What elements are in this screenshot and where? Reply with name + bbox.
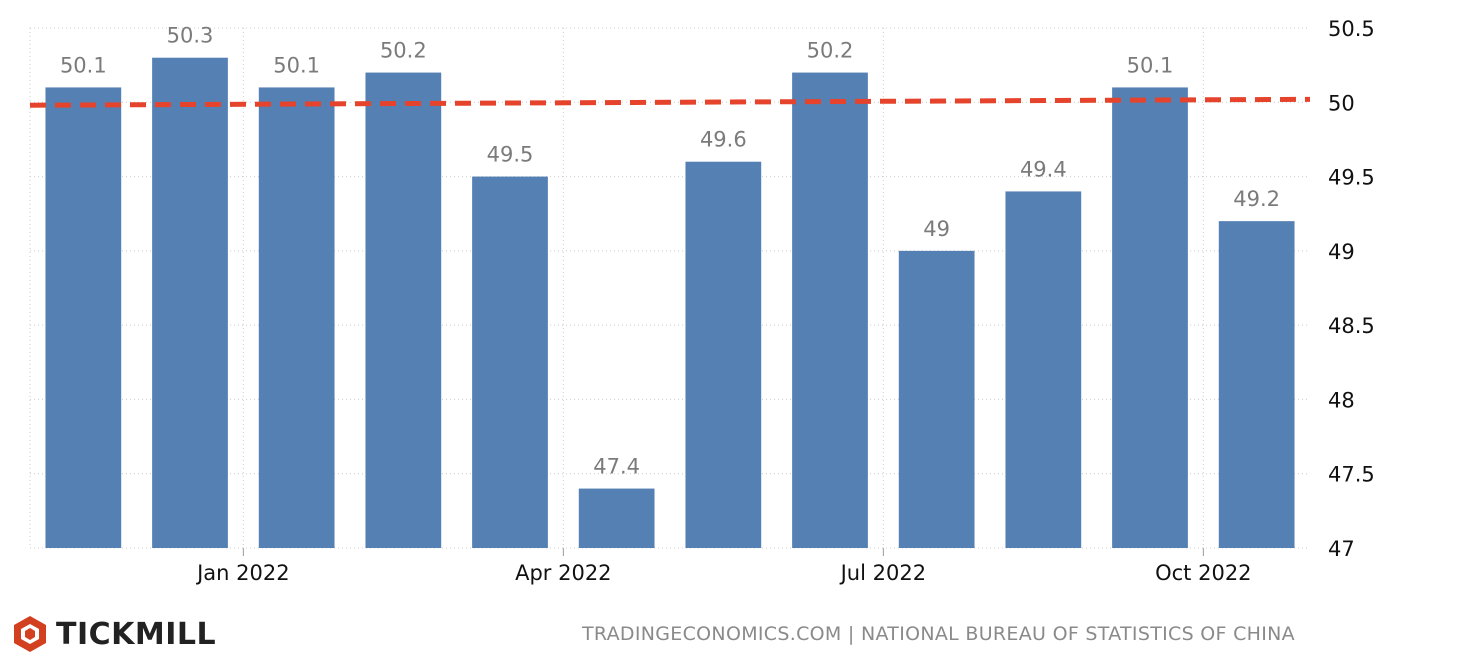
bar bbox=[45, 87, 122, 548]
tickmill-logo-icon bbox=[14, 616, 46, 652]
x-tick-label: Jul 2022 bbox=[839, 561, 926, 585]
bar bbox=[898, 250, 975, 548]
y-tick-label: 47.5 bbox=[1328, 463, 1375, 487]
data-label: 49.4 bbox=[1020, 157, 1067, 181]
trend-line-group bbox=[29, 96, 1311, 108]
data-label: 49.6 bbox=[700, 128, 747, 152]
brand: TICKMILL bbox=[12, 616, 217, 652]
data-labels: 50.1 50.3 50.1 50.2 49.5 47.4 49.6 50.2 49 49.4 50… bbox=[60, 24, 1280, 479]
bars bbox=[45, 57, 1295, 549]
bar bbox=[258, 87, 335, 548]
y-tick-label: 50.5 bbox=[1328, 17, 1375, 41]
data-label: 50.1 bbox=[60, 53, 107, 77]
y-axis: 50.5 50 49.5 49 48.5 48 47.5 47 bbox=[1328, 17, 1375, 561]
data-label: 50.1 bbox=[273, 53, 320, 77]
data-label: 49.5 bbox=[487, 143, 534, 167]
bar bbox=[1112, 87, 1188, 548]
data-label: 50.2 bbox=[380, 39, 427, 63]
x-axis: Jan 2022 Apr 2022 Jul 2022 Oct 2022 bbox=[195, 548, 1252, 585]
y-tick-label: 50 bbox=[1328, 91, 1355, 115]
y-tick-label: 49 bbox=[1328, 240, 1355, 264]
bar bbox=[365, 72, 442, 549]
bar bbox=[1005, 191, 1082, 548]
y-tick-label: 47 bbox=[1328, 537, 1355, 561]
x-tick-label: Oct 2022 bbox=[1155, 561, 1251, 585]
data-label: 50.1 bbox=[1127, 53, 1174, 77]
data-label: 49.2 bbox=[1233, 187, 1280, 211]
y-tick-label: 48 bbox=[1328, 388, 1355, 412]
data-label: 50.3 bbox=[167, 24, 214, 48]
data-label: 50.2 bbox=[807, 39, 854, 63]
data-label: 47.4 bbox=[593, 455, 640, 479]
x-tick-label: Apr 2022 bbox=[515, 561, 611, 585]
bar bbox=[152, 57, 228, 548]
bar-chart: 50.1 50.3 50.1 50.2 49.5 47.4 49.6 50.2 49 49.4 50… bbox=[29, 17, 1375, 585]
y-tick-label: 49.5 bbox=[1328, 166, 1375, 190]
bar bbox=[1218, 221, 1295, 548]
brand-name: TICKMILL bbox=[56, 616, 217, 652]
bar bbox=[578, 488, 655, 548]
bar bbox=[685, 161, 762, 548]
x-tick-label: Jan 2022 bbox=[195, 561, 290, 585]
bar bbox=[472, 176, 548, 549]
trend-line bbox=[29, 96, 1311, 108]
y-tick-label: 48.5 bbox=[1328, 314, 1375, 338]
data-label: 49 bbox=[923, 217, 950, 241]
bar bbox=[792, 72, 868, 549]
source-attribution: TRADINGECONOMICS.COM | NATIONAL BUREAU O… bbox=[582, 623, 1295, 645]
